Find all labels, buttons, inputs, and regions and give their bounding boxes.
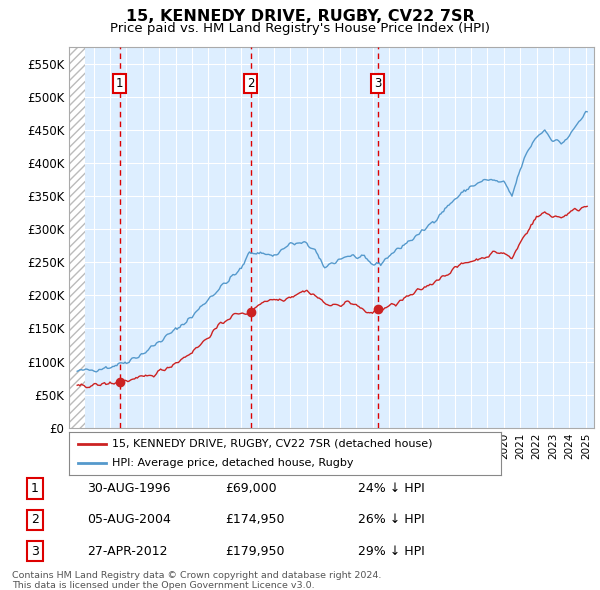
Text: 2: 2: [247, 77, 254, 90]
Text: 05-AUG-2004: 05-AUG-2004: [87, 513, 171, 526]
Text: £69,000: £69,000: [225, 482, 277, 495]
Text: £174,950: £174,950: [225, 513, 284, 526]
Text: HPI: Average price, detached house, Rugby: HPI: Average price, detached house, Rugb…: [112, 458, 354, 468]
Text: Price paid vs. HM Land Registry's House Price Index (HPI): Price paid vs. HM Land Registry's House …: [110, 22, 490, 35]
Text: 29% ↓ HPI: 29% ↓ HPI: [358, 545, 424, 558]
Text: 1: 1: [31, 482, 39, 495]
Text: 2: 2: [31, 513, 39, 526]
Text: 15, KENNEDY DRIVE, RUGBY, CV22 7SR (detached house): 15, KENNEDY DRIVE, RUGBY, CV22 7SR (deta…: [112, 439, 433, 449]
Bar: [69, 47, 85, 428]
Text: 1: 1: [116, 77, 123, 90]
Text: Contains HM Land Registry data © Crown copyright and database right 2024.
This d: Contains HM Land Registry data © Crown c…: [12, 571, 382, 590]
Text: 3: 3: [31, 545, 39, 558]
Text: 26% ↓ HPI: 26% ↓ HPI: [358, 513, 424, 526]
Text: £179,950: £179,950: [225, 545, 284, 558]
Text: 30-AUG-1996: 30-AUG-1996: [87, 482, 170, 495]
Text: 15, KENNEDY DRIVE, RUGBY, CV22 7SR: 15, KENNEDY DRIVE, RUGBY, CV22 7SR: [125, 9, 475, 24]
Text: 3: 3: [374, 77, 382, 90]
Text: 24% ↓ HPI: 24% ↓ HPI: [358, 482, 424, 495]
Text: 27-APR-2012: 27-APR-2012: [87, 545, 167, 558]
